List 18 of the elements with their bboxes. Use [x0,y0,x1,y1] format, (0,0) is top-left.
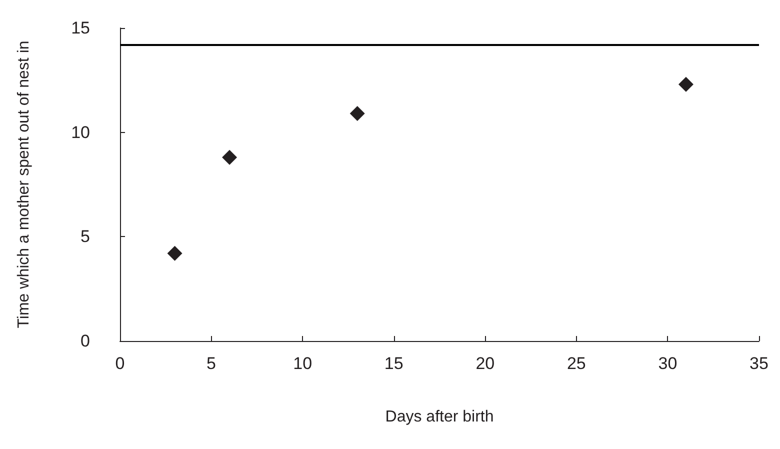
x-axis-title: Days after birth [385,408,494,426]
x-tick-label: 20 [476,354,495,373]
x-tick-label: 0 [115,354,125,373]
point [167,246,182,261]
x-tick-label: 15 [384,354,404,373]
y-tick-label: 0 [80,332,90,350]
x-tick-label: 35 [750,354,768,373]
x-tick-label: 25 [566,354,586,373]
y-tick-label: 5 [80,227,90,246]
x-tick-label: 5 [206,354,216,373]
y-tick-label: 15 [71,18,90,38]
x-tick-label: 30 [658,354,678,373]
y-tick-label: 10 [71,122,90,142]
y-axis-title: Time which a mother spent out of nest in [16,40,32,328]
point [678,76,694,92]
point [350,106,365,122]
point [222,150,238,165]
x-tick-label: 10 [293,354,312,373]
